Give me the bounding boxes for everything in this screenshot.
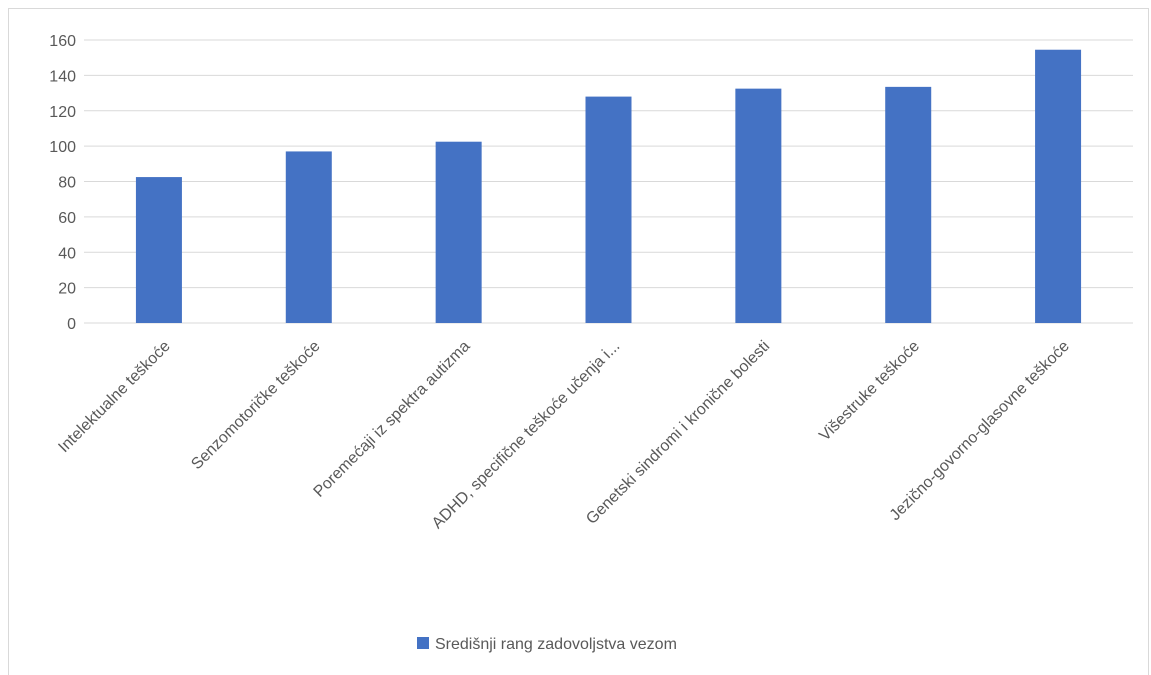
bar [585, 96, 632, 323]
y-tick-label: 80 [58, 175, 76, 192]
x-tick-label: Genetski sindromi i kronične bolesti [583, 338, 773, 528]
legend-label: Središnji rang zadovoljstva vezom [435, 636, 677, 653]
y-axis-ticks: 0 20 40 60 80 100 120 140 160 [49, 33, 76, 333]
bars [135, 49, 1082, 324]
y-tick-label: 160 [49, 33, 76, 50]
bar [135, 177, 182, 323]
bar [1035, 49, 1082, 324]
x-tick-label: Senzomotoričke teškoće [188, 338, 323, 473]
bar [735, 88, 782, 323]
legend-swatch [417, 637, 429, 649]
x-tick-label: ADHD, specifične teškoće učenja i... [429, 338, 623, 532]
x-tick-label: Intelektualne teškoće [55, 338, 173, 456]
x-tick-label: Višestruke teškoće [816, 338, 923, 445]
x-tick-label: Poremećaji iz spektra autizma [311, 338, 474, 501]
legend: Središnji rang zadovoljstva vezom [417, 636, 677, 653]
y-tick-label: 40 [58, 245, 76, 262]
x-axis-ticks: Intelektualne teškoće Senzomotoričke tešk… [55, 338, 1073, 532]
bar [285, 151, 332, 323]
chart-area [8, 8, 1149, 675]
y-tick-label: 140 [49, 68, 76, 85]
y-tick-label: 0 [67, 316, 76, 333]
bar [435, 141, 482, 323]
x-tick-label: Jezično-govorno-glasovne teškoće [887, 338, 1073, 524]
y-tick-label: 120 [49, 104, 76, 121]
y-tick-label: 20 [58, 281, 76, 298]
bar [885, 86, 932, 323]
y-tick-label: 60 [58, 210, 76, 227]
y-tick-label: 100 [49, 139, 76, 156]
